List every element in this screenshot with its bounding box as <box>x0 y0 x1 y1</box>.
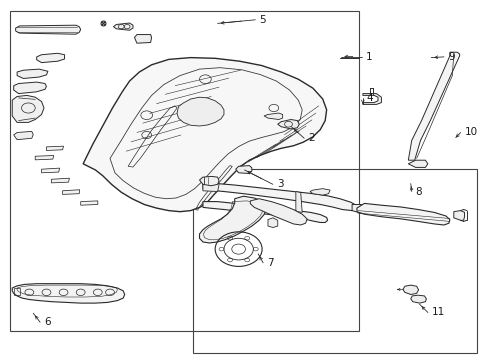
Polygon shape <box>203 183 219 192</box>
Bar <box>10 11 359 331</box>
Polygon shape <box>309 189 329 195</box>
Polygon shape <box>41 168 60 173</box>
Bar <box>193 169 476 353</box>
Polygon shape <box>51 178 69 183</box>
Text: 4: 4 <box>366 93 373 103</box>
Polygon shape <box>199 196 266 243</box>
Text: 5: 5 <box>259 15 265 25</box>
Polygon shape <box>407 160 427 167</box>
Polygon shape <box>83 58 326 212</box>
Polygon shape <box>362 94 381 104</box>
Polygon shape <box>12 95 44 122</box>
Polygon shape <box>46 146 63 150</box>
Text: 10: 10 <box>464 127 477 138</box>
Polygon shape <box>410 295 426 303</box>
Polygon shape <box>35 156 54 160</box>
Polygon shape <box>14 82 46 94</box>
Polygon shape <box>62 190 80 194</box>
Polygon shape <box>295 192 302 212</box>
Text: 11: 11 <box>431 307 444 318</box>
Polygon shape <box>12 284 124 303</box>
Polygon shape <box>134 35 151 43</box>
Polygon shape <box>203 202 327 222</box>
Polygon shape <box>277 120 299 129</box>
Polygon shape <box>199 176 219 186</box>
Polygon shape <box>264 113 282 120</box>
Text: 6: 6 <box>44 317 51 327</box>
Polygon shape <box>37 53 64 63</box>
Text: 7: 7 <box>266 258 273 268</box>
Polygon shape <box>402 285 418 294</box>
Text: 2: 2 <box>307 133 314 143</box>
Polygon shape <box>453 211 464 220</box>
Polygon shape <box>16 25 81 34</box>
Polygon shape <box>407 52 459 160</box>
Polygon shape <box>81 201 98 205</box>
Polygon shape <box>203 184 356 211</box>
Polygon shape <box>356 203 449 225</box>
Text: 8: 8 <box>415 186 422 197</box>
Polygon shape <box>17 69 48 78</box>
Text: 9: 9 <box>447 52 454 62</box>
Text: 1: 1 <box>365 51 372 62</box>
Polygon shape <box>351 204 366 213</box>
Polygon shape <box>113 23 133 30</box>
Polygon shape <box>235 166 251 174</box>
Polygon shape <box>250 199 306 225</box>
Text: 3: 3 <box>276 179 283 189</box>
Polygon shape <box>267 218 277 228</box>
Polygon shape <box>177 97 224 126</box>
Polygon shape <box>14 131 33 140</box>
